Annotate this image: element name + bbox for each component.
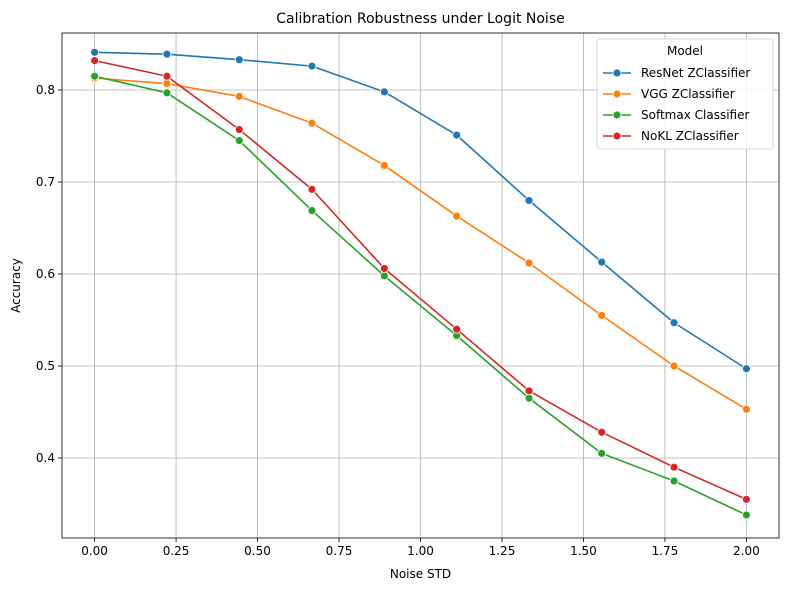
legend-title: Model xyxy=(667,44,703,58)
data-point xyxy=(307,184,317,194)
data-point xyxy=(90,47,99,57)
y-tick-label: 0.5 xyxy=(36,359,55,373)
legend-marker xyxy=(612,110,622,120)
chart-title: Calibration Robustness under Logit Noise xyxy=(276,11,564,27)
data-point xyxy=(452,130,462,140)
data-point xyxy=(234,55,244,65)
data-point xyxy=(742,494,751,504)
data-point xyxy=(597,448,607,458)
series-line xyxy=(94,51,747,370)
x-tick-label: 1.00 xyxy=(407,544,434,558)
data-point xyxy=(307,118,317,128)
x-tick-label: 0.75 xyxy=(326,544,353,558)
series-line xyxy=(94,59,747,501)
x-tick-label: 0.00 xyxy=(81,544,108,558)
legend-marker xyxy=(612,131,622,141)
data-point xyxy=(307,206,317,215)
data-point xyxy=(379,271,389,281)
data-point xyxy=(742,404,751,414)
data-point xyxy=(234,92,244,101)
x-tick-label: 2.00 xyxy=(733,544,760,558)
x-tick-label: 1.75 xyxy=(652,544,679,558)
data-point xyxy=(162,49,172,59)
data-point xyxy=(742,364,751,374)
data-point xyxy=(307,61,317,71)
x-axis-label: Noise STD xyxy=(390,567,451,581)
data-point xyxy=(452,211,462,221)
data-point xyxy=(669,462,679,472)
data-point xyxy=(524,393,534,403)
y-axis-label: Accuracy xyxy=(9,258,23,313)
data-point xyxy=(234,125,244,134)
series-nokl-zclassifier xyxy=(90,56,751,504)
series-vgg-zclassifier xyxy=(90,73,751,414)
series-line xyxy=(94,75,747,516)
series-group xyxy=(90,47,751,520)
data-point xyxy=(162,79,172,88)
data-point xyxy=(597,257,607,267)
x-tick-label: 0.50 xyxy=(244,544,271,558)
data-point xyxy=(452,324,462,334)
ticks: 0.00 0.25 0.50 0.75 1.00 1.25 1.50 1.75 2.00 0.4 0… xyxy=(36,83,760,558)
x-tick-label: 1.25 xyxy=(489,544,516,558)
y-tick-label: 0.4 xyxy=(36,451,55,465)
legend: Model ResNet ZClassifier VGG ZClassifier So… xyxy=(596,38,774,150)
data-point xyxy=(379,87,389,97)
data-point xyxy=(162,71,172,81)
data-point xyxy=(524,196,534,205)
data-point xyxy=(234,136,244,146)
legend-item: NoKL ZClassifier xyxy=(603,129,739,143)
legend-item: ResNet ZClassifier xyxy=(603,66,750,80)
y-tick-label: 0.7 xyxy=(36,175,55,189)
data-point xyxy=(524,258,534,268)
legend-label: Softmax Classifier xyxy=(641,108,749,122)
data-point xyxy=(162,88,172,98)
data-point xyxy=(379,264,389,273)
legend-marker xyxy=(612,68,622,78)
legend-label: NoKL ZClassifier xyxy=(641,129,739,143)
data-point xyxy=(90,71,99,81)
data-point xyxy=(597,427,607,437)
y-tick-label: 0.6 xyxy=(36,267,55,281)
data-point xyxy=(379,161,389,170)
y-tick-label: 0.8 xyxy=(36,83,55,97)
series-line xyxy=(94,77,747,410)
legend-box xyxy=(596,38,774,150)
x-tick-label: 0.25 xyxy=(163,544,190,558)
legend-item: VGG ZClassifier xyxy=(603,87,735,101)
legend-marker xyxy=(612,89,622,99)
legend-label: ResNet ZClassifier xyxy=(641,66,750,80)
data-point xyxy=(669,476,679,486)
x-tick-label: 1.50 xyxy=(570,544,597,558)
series-resnet-zclassifier xyxy=(90,47,751,374)
series-softmax-classifier xyxy=(90,71,751,520)
data-point xyxy=(742,510,751,520)
data-point xyxy=(90,56,99,65)
data-point xyxy=(669,361,679,371)
data-point xyxy=(597,310,607,320)
legend-item: Softmax Classifier xyxy=(603,108,749,122)
data-point xyxy=(669,318,679,328)
legend-label: VGG ZClassifier xyxy=(641,87,735,101)
data-point xyxy=(524,386,534,396)
